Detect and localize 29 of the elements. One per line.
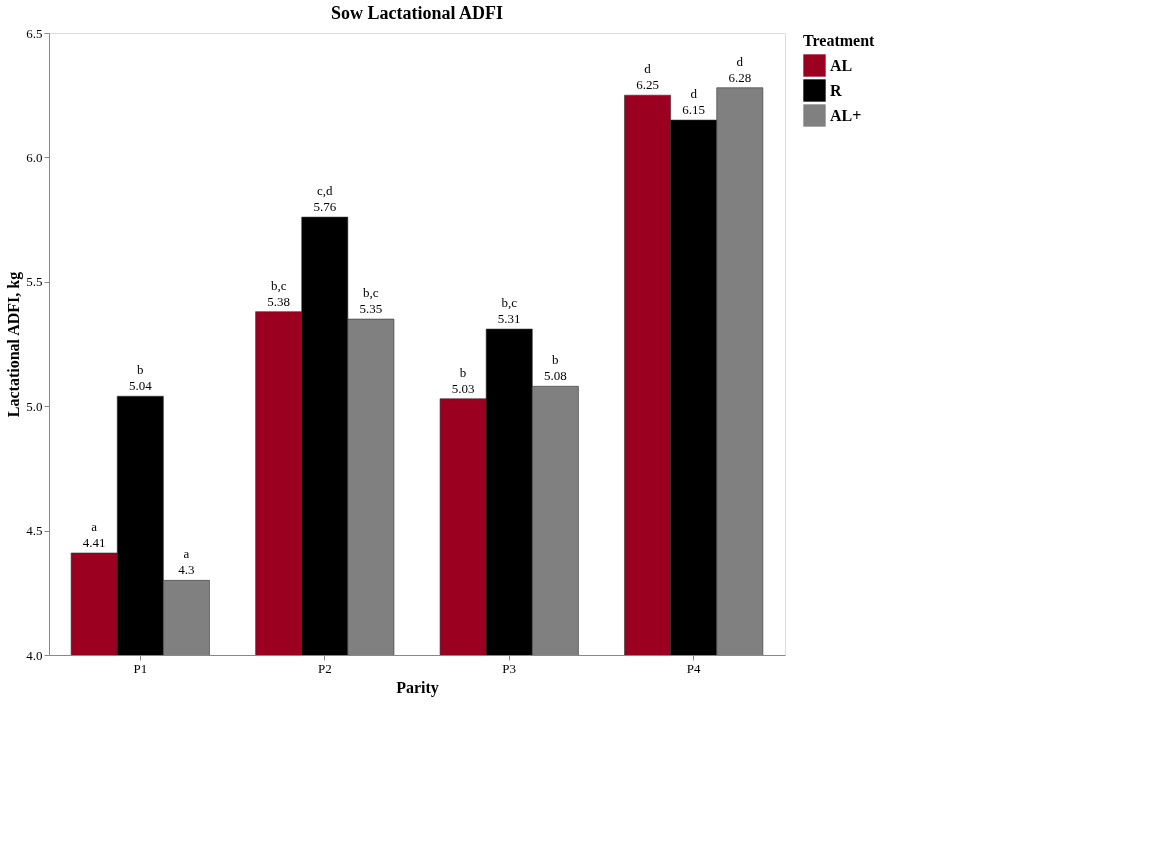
- text: a 4.41: [82, 518, 106, 550]
- text: b,c 5.38: [267, 277, 291, 309]
- legend-title: Treatment: [803, 32, 876, 49]
- text: b,c 5.35: [359, 285, 383, 317]
- x-axis-title: Parity: [396, 678, 439, 697]
- x-tick-label: P2: [317, 660, 332, 676]
- text: b 5.03: [451, 364, 475, 396]
- y-axis-title: Lactational ADFI, kg: [5, 271, 24, 418]
- text: b 5.08: [543, 352, 567, 384]
- y-tick-label: 6.0: [26, 149, 43, 165]
- text: d 6.28: [728, 53, 752, 85]
- text: a 4.3: [178, 546, 195, 578]
- y-tick-label: 6.5: [26, 25, 43, 41]
- x-tick-label: P3: [502, 660, 517, 676]
- text: d 6.25: [636, 61, 659, 93]
- text: d 6.15: [682, 86, 706, 118]
- legend-label: R: [830, 81, 842, 99]
- text: b 5.04: [128, 362, 152, 394]
- y-tick-label: 5.5: [26, 274, 43, 290]
- text: b,c 5.31: [497, 295, 521, 327]
- legend-label: AL: [830, 56, 853, 74]
- y-tick-label: 5.0: [26, 398, 43, 414]
- y-tick-label: 4.5: [26, 523, 43, 539]
- text: c,d 5.76: [313, 183, 337, 215]
- legend-label: AL+: [830, 106, 862, 124]
- chart-title: Sow Lactational ADFI: [330, 3, 504, 23]
- x-tick-label: P1: [133, 660, 148, 676]
- y-tick-label: 4.0: [26, 647, 43, 663]
- x-tick-label: P4: [686, 660, 702, 676]
